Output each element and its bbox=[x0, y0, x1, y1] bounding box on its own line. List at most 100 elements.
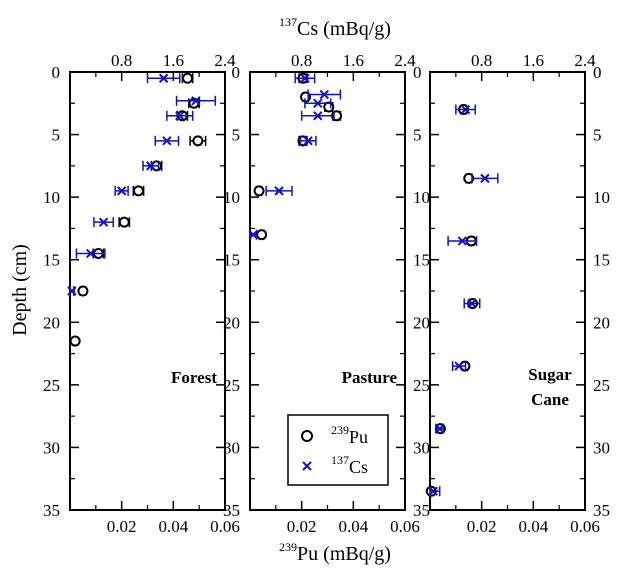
cs-point bbox=[428, 486, 438, 496]
top-tick-label: 2.4 bbox=[394, 51, 416, 70]
y-tick-label-right: 30 bbox=[413, 438, 430, 457]
cs-point bbox=[303, 136, 313, 146]
y-tick-label: 35 bbox=[43, 501, 60, 520]
y-tick-label-right: 10 bbox=[593, 188, 610, 207]
legend-pu-marker bbox=[301, 430, 313, 442]
cs-point bbox=[162, 136, 172, 146]
y-tick-label: 0 bbox=[52, 63, 61, 82]
y-tick-label-right: 20 bbox=[413, 313, 430, 332]
y-tick-label-right: 15 bbox=[413, 251, 430, 270]
legend-cs-marker bbox=[302, 461, 312, 471]
top-tick-label: 1.6 bbox=[343, 51, 364, 70]
top-tick-label: 2.4 bbox=[574, 51, 596, 70]
legend-label-sup: 137 bbox=[331, 453, 349, 467]
cs-point bbox=[85, 248, 96, 259]
pu-point bbox=[69, 335, 81, 347]
legend-box bbox=[287, 414, 389, 486]
cs-point bbox=[146, 161, 156, 171]
y-tick-label: 30 bbox=[43, 438, 60, 457]
y-tick-label-right: 35 bbox=[413, 501, 430, 520]
y-tick-label: 0 bbox=[232, 63, 241, 82]
y-tick-label-right: 5 bbox=[413, 126, 422, 145]
bottom-axis-title: 239Pu (mBq/g) bbox=[279, 540, 391, 565]
bottom-tick-label: 0.02 bbox=[287, 517, 317, 536]
cs-point bbox=[191, 96, 201, 106]
cs-point bbox=[480, 173, 490, 184]
y-tick-label-right: 35 bbox=[593, 501, 610, 520]
bottom-tick-label: 0.06 bbox=[570, 517, 600, 536]
cs-point bbox=[300, 73, 310, 83]
y-tick-label: 5 bbox=[52, 126, 61, 145]
panel-frame bbox=[429, 71, 586, 511]
y-tick-label-right: 30 bbox=[593, 438, 610, 457]
bottom-tick-label: 0.04 bbox=[338, 517, 368, 536]
pu-point bbox=[256, 229, 268, 241]
legend-label-sup: 239 bbox=[331, 423, 349, 437]
top-axis-title-main: Cs (mBq/g) bbox=[297, 18, 391, 40]
pu-point bbox=[182, 72, 194, 84]
y-tick-label-right: 0 bbox=[593, 63, 602, 82]
y-tick-label: 15 bbox=[223, 251, 240, 270]
cs-point bbox=[467, 298, 477, 309]
bottom-tick-label: 0.04 bbox=[158, 517, 188, 536]
cs-point bbox=[158, 73, 169, 83]
y-tick-label: 30 bbox=[223, 438, 240, 457]
cs-point bbox=[460, 104, 471, 115]
cs-point bbox=[274, 186, 284, 196]
y-tick-label-right: 10 bbox=[413, 188, 430, 207]
cs-point bbox=[175, 111, 185, 121]
y-tick-label-right: 15 bbox=[593, 251, 610, 270]
panel-label: Pasture bbox=[342, 368, 398, 387]
cs-point bbox=[319, 89, 329, 100]
y-tick-label: 20 bbox=[223, 313, 240, 332]
bottom-axis-title-main: Pu (mBq/g) bbox=[297, 543, 391, 565]
bottom-tick-label: 0.06 bbox=[210, 517, 240, 536]
cs-point bbox=[454, 361, 464, 371]
bottom-tick-label: 0.04 bbox=[518, 517, 548, 536]
panel-sugar-cane: 0.02 0.04 0.06 0.8 1.6 2.40 5 10 15 20 25 30 35 Sugar… bbox=[425, 51, 610, 536]
pu-point bbox=[77, 285, 89, 297]
cs-point bbox=[98, 217, 109, 227]
y-tick-label: 25 bbox=[223, 376, 240, 395]
y-tick-label: 20 bbox=[43, 313, 60, 332]
legend-label: 239Pu bbox=[331, 423, 368, 447]
legend-label-main: Cs bbox=[349, 457, 368, 477]
top-tick-label: 0.8 bbox=[471, 51, 492, 70]
panel-label: Sugar bbox=[528, 365, 572, 384]
pu-point bbox=[192, 135, 204, 147]
legend-label-main: Pu bbox=[349, 427, 368, 447]
y-tick-label-right: 20 bbox=[593, 313, 610, 332]
cs-point bbox=[313, 98, 323, 108]
top-tick-label: 0.8 bbox=[291, 51, 312, 70]
top-tick-label: 0.8 bbox=[111, 51, 132, 70]
panel-label: Forest bbox=[171, 368, 217, 387]
y-tick-label-right: 25 bbox=[413, 376, 430, 395]
top-tick-label: 1.6 bbox=[523, 51, 544, 70]
top-axis-title: 137Cs (mBq/g) bbox=[279, 15, 391, 40]
y-tick-label-right: 25 bbox=[593, 376, 610, 395]
y-tick-label: 25 bbox=[43, 376, 60, 395]
panel-forest: 0.02 0.04 0.060.8 1.6 2.405101520253035Fores… bbox=[43, 51, 240, 536]
y-tick-label: 5 bbox=[232, 126, 241, 145]
top-tick-label: 1.6 bbox=[163, 51, 184, 70]
pu-point bbox=[118, 216, 130, 228]
cs-point bbox=[457, 236, 467, 246]
cs-point bbox=[116, 186, 127, 196]
bottom-axis-title-sup: 239 bbox=[279, 540, 297, 554]
y-axis-title: Depth (cm) bbox=[9, 244, 31, 336]
y-tick-label: 10 bbox=[223, 188, 240, 207]
pu-point bbox=[253, 185, 265, 197]
cs-point bbox=[434, 423, 445, 434]
pu-point bbox=[132, 185, 144, 197]
y-tick-label: 10 bbox=[43, 188, 60, 207]
y-tick-label: 15 bbox=[43, 251, 60, 270]
cs-point bbox=[248, 229, 258, 240]
y-tick-label-right: 5 bbox=[593, 126, 602, 145]
bottom-tick-label: 0.06 bbox=[390, 517, 420, 536]
bottom-tick-label: 0.02 bbox=[467, 517, 497, 536]
top-tick-label: 2.4 bbox=[214, 51, 236, 70]
cs-point bbox=[313, 111, 323, 121]
